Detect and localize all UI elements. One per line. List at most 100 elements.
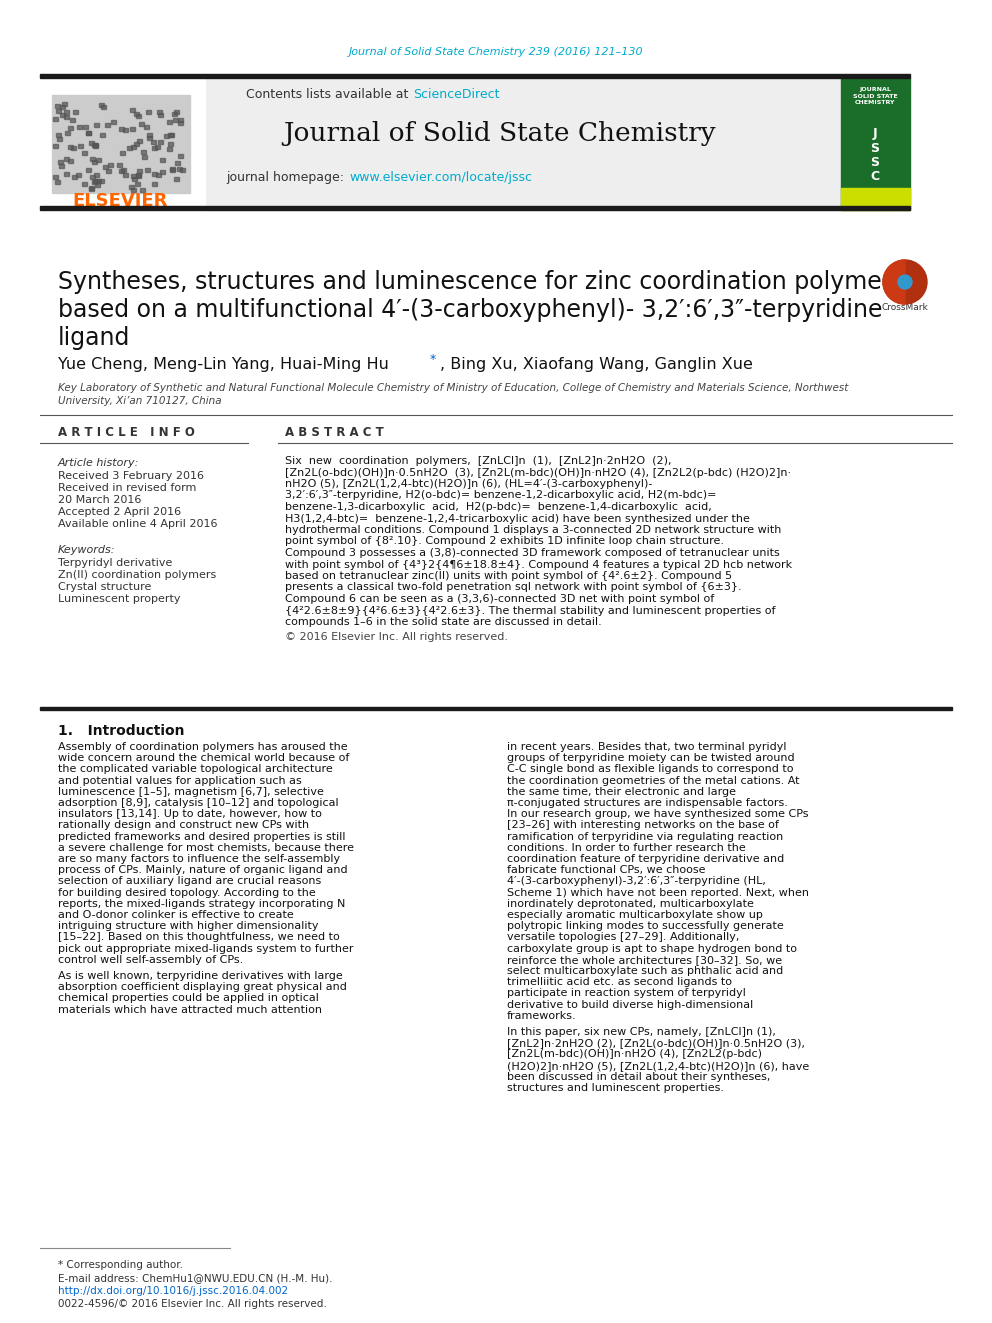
Text: , Bing Xu, Xiaofang Wang, Ganglin Xue: , Bing Xu, Xiaofang Wang, Ganglin Xue: [440, 356, 753, 372]
Bar: [61, 106, 65, 110]
Bar: [136, 173, 141, 177]
Text: ScienceDirect: ScienceDirect: [413, 87, 500, 101]
Bar: [130, 127, 135, 131]
Bar: [130, 108, 135, 112]
Bar: [85, 131, 90, 135]
Text: Compound 3 possesses a (3,8)-connected 3D framework composed of tetranuclear uni: Compound 3 possesses a (3,8)-connected 3…: [285, 548, 780, 558]
Text: frameworks.: frameworks.: [507, 1011, 576, 1021]
Text: A B S T R A C T: A B S T R A C T: [285, 426, 384, 438]
Text: benzene-1,3-dicarboxylic  acid,  H2(p-bdc)=  benzene-1,4-dicarboxylic  acid,: benzene-1,3-dicarboxylic acid, H2(p-bdc)…: [285, 501, 711, 512]
Text: Luminescent property: Luminescent property: [58, 594, 181, 605]
Bar: [89, 175, 94, 179]
Text: select multicarboxylate such as phthalic acid and: select multicarboxylate such as phthalic…: [507, 966, 784, 976]
Bar: [144, 124, 149, 128]
Bar: [179, 155, 184, 159]
Bar: [40, 706, 952, 710]
Bar: [841, 188, 910, 210]
Text: Journal of Solid State Chemistry: Journal of Solid State Chemistry: [284, 120, 716, 146]
Circle shape: [898, 275, 912, 288]
Bar: [96, 179, 101, 183]
Bar: [67, 159, 72, 163]
Text: selection of auxiliary ligand are crucial reasons: selection of auxiliary ligand are crucia…: [58, 876, 321, 886]
Bar: [65, 131, 70, 135]
Bar: [106, 169, 111, 173]
Bar: [58, 138, 62, 142]
Text: pick out appropriate mixed-ligands system to further: pick out appropriate mixed-ligands syste…: [58, 943, 353, 954]
Bar: [151, 140, 156, 144]
Text: http://dx.doi.org/10.1016/j.jssc.2016.04.002: http://dx.doi.org/10.1016/j.jssc.2016.04…: [58, 1286, 288, 1297]
Bar: [140, 188, 145, 192]
Bar: [165, 134, 170, 138]
Text: University, Xi’an 710127, China: University, Xi’an 710127, China: [58, 396, 221, 406]
Text: and potential values for application such as: and potential values for application suc…: [58, 775, 302, 786]
Bar: [178, 118, 183, 122]
Text: chemical properties could be applied in optical: chemical properties could be applied in …: [58, 994, 318, 1003]
Bar: [152, 146, 157, 149]
Text: H3(1,2,4-btc)=  benzene-1,2,4-tricarboxylic acid) have been synthesized under th: H3(1,2,4-btc)= benzene-1,2,4-tricarboxyl…: [285, 513, 750, 524]
Text: intriguing structure with higher dimensionality: intriguing structure with higher dimensi…: [58, 921, 318, 931]
Bar: [78, 144, 83, 148]
Text: are so many factors to influence the self-assembly: are so many factors to influence the sel…: [58, 855, 340, 864]
Text: Scheme 1) which have not been reported. Next, when: Scheme 1) which have not been reported. …: [507, 888, 809, 897]
Text: π-conjugated structures are indispensable factors.: π-conjugated structures are indispensabl…: [507, 798, 788, 808]
Text: ramification of terpyridine via regulating reaction: ramification of terpyridine via regulati…: [507, 832, 784, 841]
Bar: [168, 134, 173, 138]
Bar: [132, 177, 137, 181]
Bar: [62, 102, 66, 106]
Text: insulators [13,14]. Up to date, however, how to: insulators [13,14]. Up to date, however,…: [58, 810, 321, 819]
Text: trimelliitic acid etc. as second ligands to: trimelliitic acid etc. as second ligands…: [507, 978, 732, 987]
Bar: [102, 165, 107, 169]
Text: 1.   Introduction: 1. Introduction: [58, 724, 185, 738]
Text: conditions. In order to further research the: conditions. In order to further research…: [507, 843, 746, 853]
Text: based on a multifunctional 4′-(3-carboxyphenyl)- 3,2′:6′,3″-terpyridine: based on a multifunctional 4′-(3-carboxy…: [58, 298, 883, 321]
Bar: [134, 112, 139, 116]
Bar: [175, 110, 180, 114]
Text: J
S
S
C: J S S C: [870, 127, 880, 183]
Circle shape: [883, 261, 927, 304]
Text: wide concern around the chemical world because of: wide concern around the chemical world b…: [58, 753, 349, 763]
Bar: [63, 115, 68, 119]
Bar: [136, 173, 141, 177]
Text: Zn(II) coordination polymers: Zn(II) coordination polymers: [58, 570, 216, 579]
Bar: [63, 172, 68, 176]
Bar: [137, 114, 142, 118]
Bar: [142, 155, 147, 159]
Bar: [168, 147, 173, 151]
Bar: [75, 173, 80, 177]
Text: polytropic linking modes to successfully generate: polytropic linking modes to successfully…: [507, 921, 784, 931]
Bar: [64, 156, 69, 160]
Bar: [92, 143, 97, 147]
Bar: [40, 78, 205, 210]
Bar: [178, 120, 184, 124]
Bar: [53, 144, 58, 148]
Bar: [93, 144, 98, 148]
Bar: [160, 157, 165, 161]
Text: been discussed in detail about their syntheses,: been discussed in detail about their syn…: [507, 1072, 771, 1082]
Bar: [131, 175, 136, 179]
Bar: [121, 168, 126, 172]
Text: derivative to build diverse high-dimensional: derivative to build diverse high-dimensi…: [507, 1000, 753, 1009]
Text: {4²2.6±8±9}{4²6.6±3}{4²2.6±3}. The thermal stability and luminescent properties : {4²2.6±8±9}{4²6.6±3}{4²2.6±3}. The therm…: [285, 606, 776, 615]
Bar: [77, 126, 82, 130]
Bar: [129, 185, 134, 189]
Bar: [159, 114, 164, 118]
Text: structures and luminescent properties.: structures and luminescent properties.: [507, 1084, 724, 1093]
Text: predicted frameworks and desired properties is still: predicted frameworks and desired propert…: [58, 832, 345, 841]
Text: Accepted 2 April 2016: Accepted 2 April 2016: [58, 507, 182, 517]
Bar: [52, 95, 190, 193]
Bar: [81, 151, 86, 155]
Text: especially aromatic multicarboxylate show up: especially aromatic multicarboxylate sho…: [507, 910, 763, 919]
Text: Compound 6 can be seen as a (3,3,6)-connected 3D net with point symbol of: Compound 6 can be seen as a (3,3,6)-conn…: [285, 594, 714, 605]
Text: Article history:: Article history:: [58, 458, 139, 468]
Bar: [100, 134, 105, 138]
Bar: [91, 180, 96, 184]
Text: [Zn2L(m-bdc)(OH)]n·nH2O (4), [Zn2L2(p-bdc): [Zn2L(m-bdc)(OH)]n·nH2O (4), [Zn2L2(p-bd…: [507, 1049, 762, 1060]
Bar: [173, 112, 178, 116]
Text: 3,2′:6′,3″-terpyridine, H2(o-bdc)= benzene-1,2-dicarboxylic acid, H2(m-bdc)=: 3,2′:6′,3″-terpyridine, H2(o-bdc)= benze…: [285, 491, 716, 500]
Text: Assembly of coordination polymers has aroused the: Assembly of coordination polymers has ar…: [58, 742, 347, 751]
Text: Syntheses, structures and luminescence for zinc coordination polymers: Syntheses, structures and luminescence f…: [58, 270, 904, 294]
Text: 0022-4596/© 2016 Elsevier Inc. All rights reserved.: 0022-4596/© 2016 Elsevier Inc. All right…: [58, 1299, 326, 1308]
Text: Key Laboratory of Synthetic and Natural Functional Molecule Chemistry of Ministr: Key Laboratory of Synthetic and Natural …: [58, 382, 848, 393]
Bar: [153, 172, 158, 176]
Bar: [170, 168, 175, 172]
